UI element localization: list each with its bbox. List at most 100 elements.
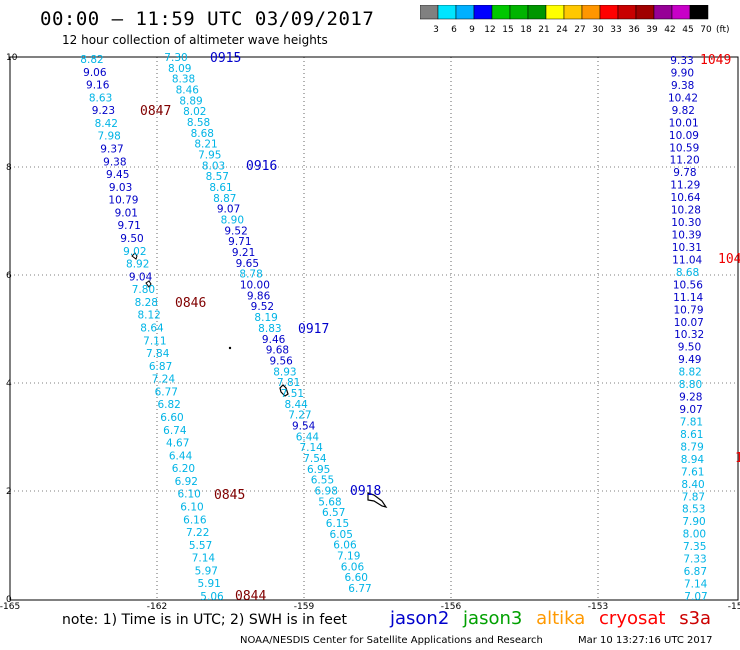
scale-label: 33 <box>610 25 621 35</box>
swh-value: 9.04 <box>129 271 153 283</box>
swh-value: 9.71 <box>117 220 140 232</box>
swh-value: 9.52 <box>251 301 274 313</box>
scale-label: 21 <box>538 25 549 35</box>
swh-value: 8.89 <box>179 95 202 107</box>
scale-label: 9 <box>469 25 475 35</box>
swh-value: 8.61 <box>680 429 703 441</box>
x-tick-label: -162 <box>147 602 167 610</box>
swh-value: 6.74 <box>163 425 187 437</box>
swh-value: 11.14 <box>673 292 703 304</box>
swh-value: 8.57 <box>206 171 229 183</box>
swh-value: 8.63 <box>89 92 112 104</box>
x-tick-label: -165 <box>0 602 20 610</box>
swh-value: 10.79 <box>673 304 703 316</box>
y-tick-label: 0 <box>6 595 12 605</box>
swh-value: 6.15 <box>326 518 349 530</box>
time-label: 1049 <box>700 53 731 68</box>
swh-value: 7.80 <box>132 284 155 296</box>
swh-value: 9.54 <box>292 420 316 432</box>
swh-value: 9.68 <box>266 345 289 357</box>
swh-value: 10.39 <box>672 230 702 242</box>
swh-value: 9.06 <box>83 67 107 79</box>
swh-value: 8.94 <box>681 454 705 466</box>
swh-value: 9.23 <box>92 105 115 117</box>
swh-value: 5.06 <box>200 591 224 603</box>
time-label: 0918 <box>350 484 381 499</box>
swh-value: 6.98 <box>315 485 338 497</box>
swh-value: 7.14 <box>192 553 216 565</box>
time-label: 1 <box>735 451 740 466</box>
swh-value: 7.54 <box>303 453 327 465</box>
swh-value: 8.42 <box>95 118 118 130</box>
swh-value: 6.06 <box>333 540 357 552</box>
swh-value: 10.32 <box>674 329 704 341</box>
time-label: 0847 <box>140 104 171 119</box>
swh-value: 9.78 <box>673 167 696 179</box>
scale-label: 15 <box>502 25 513 35</box>
swh-value: 8.00 <box>683 529 706 541</box>
swh-value: 9.21 <box>232 247 255 259</box>
swh-value: 8.68 <box>676 267 699 279</box>
swh-value: 10.00 <box>240 280 270 292</box>
swh-value: 8.61 <box>209 182 232 194</box>
swh-value: 10.64 <box>671 192 701 204</box>
time-label: 104 <box>718 252 740 267</box>
swh-value: 6.20 <box>172 463 195 475</box>
swh-value: 8.53 <box>682 504 705 516</box>
swh-value: 8.79 <box>680 441 703 453</box>
swh-value: 8.87 <box>213 193 236 205</box>
y-tick-label: 4 <box>6 379 12 389</box>
swh-value: 9.45 <box>106 169 129 181</box>
swh-value: 6.77 <box>155 386 178 398</box>
swh-value: 10.01 <box>669 117 699 129</box>
swh-value: 9.82 <box>672 105 695 117</box>
y-tick-label: 8 <box>6 163 12 173</box>
x-tick-label: -159 <box>294 602 315 610</box>
y-tick-label: 2 <box>6 487 12 497</box>
map-subtitle: 12 hour collection of altimeter wave hei… <box>62 33 328 47</box>
swh-value: 9.33 <box>670 55 693 67</box>
swh-value: 7.30 <box>164 52 187 64</box>
legend-jason3: jason3 <box>463 608 523 629</box>
swh-value: 8.12 <box>137 310 160 322</box>
swh-value: 9.38 <box>671 80 694 92</box>
map-title: 00:00 – 11:59 UTC 03/09/2017 <box>40 8 375 30</box>
swh-value: 9.28 <box>679 392 702 404</box>
swh-value: 10.31 <box>672 242 702 254</box>
scale-label: 27 <box>574 25 585 35</box>
swh-value: 10.09 <box>669 130 699 142</box>
swh-value: 5.97 <box>195 565 218 577</box>
time-label: 0846 <box>175 296 206 311</box>
swh-value: 6.44 <box>169 450 193 462</box>
swh-value: 8.93 <box>273 366 296 378</box>
time-label: 0845 <box>214 488 245 503</box>
swh-value: 9.38 <box>103 156 126 168</box>
time-label: 0844 <box>235 589 266 604</box>
swh-value: 9.90 <box>671 67 694 79</box>
swh-value: 7.81 <box>680 416 703 428</box>
scale-label: 70 <box>700 25 712 35</box>
note-text: note: 1) Time is in UTC; 2) SWH is in fe… <box>62 612 348 628</box>
x-tick-label: -150 <box>728 602 740 610</box>
swh-value: 5.91 <box>197 578 220 590</box>
swh-value: 7.81 <box>277 377 300 389</box>
swh-value: 7.84 <box>146 348 170 360</box>
swh-value: 6.95 <box>307 464 330 476</box>
swh-value: 6.06 <box>341 561 365 573</box>
swh-value: 7.19 <box>337 550 360 562</box>
swh-value: 9.07 <box>679 404 702 416</box>
scale-label: 30 <box>592 25 604 35</box>
scale-label: 6 <box>451 25 457 35</box>
swh-value: 8.38 <box>172 74 195 86</box>
swh-value: 6.87 <box>149 361 172 373</box>
swh-value: 9.50 <box>120 233 143 245</box>
swh-value: 7.11 <box>143 335 166 347</box>
swh-value: 6.44 <box>296 431 320 443</box>
swh-value: 10.42 <box>668 92 698 104</box>
swh-value: 5.68 <box>318 496 341 508</box>
swh-value: 9.07 <box>217 204 240 216</box>
scale-unit: (ft) <box>716 25 730 35</box>
swh-value: 9.46 <box>262 334 286 346</box>
island-shape <box>367 492 388 508</box>
map-frame <box>9 56 739 601</box>
